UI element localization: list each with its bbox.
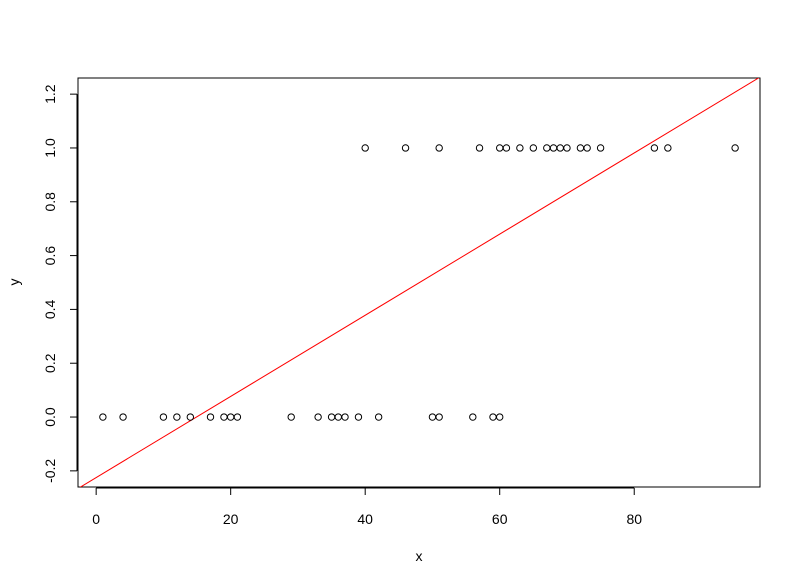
plot-box — [77, 77, 761, 488]
data-point — [341, 413, 349, 421]
x-tick-label: 0 — [92, 511, 100, 527]
data-point — [583, 144, 591, 152]
data-point — [327, 413, 336, 421]
data-point — [664, 144, 672, 152]
data-point — [650, 144, 659, 152]
y-tick-label: 0.4 — [42, 299, 58, 319]
data-point — [556, 144, 564, 152]
data-point — [99, 413, 107, 421]
data-point — [516, 144, 524, 152]
y-tick-label: 0.8 — [42, 192, 58, 212]
data-point — [563, 144, 571, 152]
data-point — [529, 144, 538, 152]
data-point — [361, 144, 369, 152]
data-point — [159, 413, 168, 421]
data-point — [173, 413, 181, 421]
data-point — [502, 144, 511, 152]
data-point — [596, 144, 605, 152]
data-point — [549, 144, 558, 152]
fit-layer — [79, 78, 760, 487]
data-point — [334, 413, 342, 421]
regression-line — [79, 78, 760, 487]
y-tick-label: 0.0 — [42, 407, 58, 427]
data-point — [374, 413, 383, 421]
data-point — [731, 144, 739, 152]
data-point — [206, 413, 215, 421]
data-point — [401, 144, 410, 152]
data-point — [220, 413, 228, 421]
points-layer — [99, 144, 739, 421]
x-tick-label: 60 — [492, 511, 508, 527]
data-point — [543, 144, 551, 152]
data-point — [435, 144, 443, 152]
data-point — [496, 413, 504, 421]
data-point — [186, 413, 195, 421]
x-axis: 0 20 40 60 80 — [92, 487, 642, 527]
data-point — [489, 413, 497, 421]
data-point — [287, 413, 295, 421]
data-point — [496, 144, 504, 152]
y-tick-label: 0.2 — [42, 353, 58, 373]
y-tick-label: 0.6 — [42, 246, 58, 266]
x-tick-label: 80 — [626, 511, 642, 527]
data-point — [469, 413, 477, 421]
y-axis: -0.2 0.0 0.2 0.4 0.6 0.8 1.0 1.2 — [42, 84, 78, 483]
x-axis-title: x — [416, 548, 423, 564]
x-tick-label: 40 — [357, 511, 373, 527]
data-point — [475, 144, 484, 152]
data-point — [314, 413, 322, 421]
y-tick-label: 1.0 — [42, 138, 58, 158]
data-point — [226, 413, 235, 421]
data-point — [576, 144, 585, 152]
y-tick-label: -0.2 — [42, 459, 58, 483]
y-tick-label: 1.2 — [42, 84, 58, 104]
data-point — [233, 413, 242, 421]
data-point — [435, 413, 443, 421]
data-point — [119, 413, 127, 421]
y-axis-title: y — [6, 279, 22, 286]
data-point — [354, 413, 363, 421]
x-tick-label: 20 — [223, 511, 239, 527]
data-point — [428, 413, 437, 421]
